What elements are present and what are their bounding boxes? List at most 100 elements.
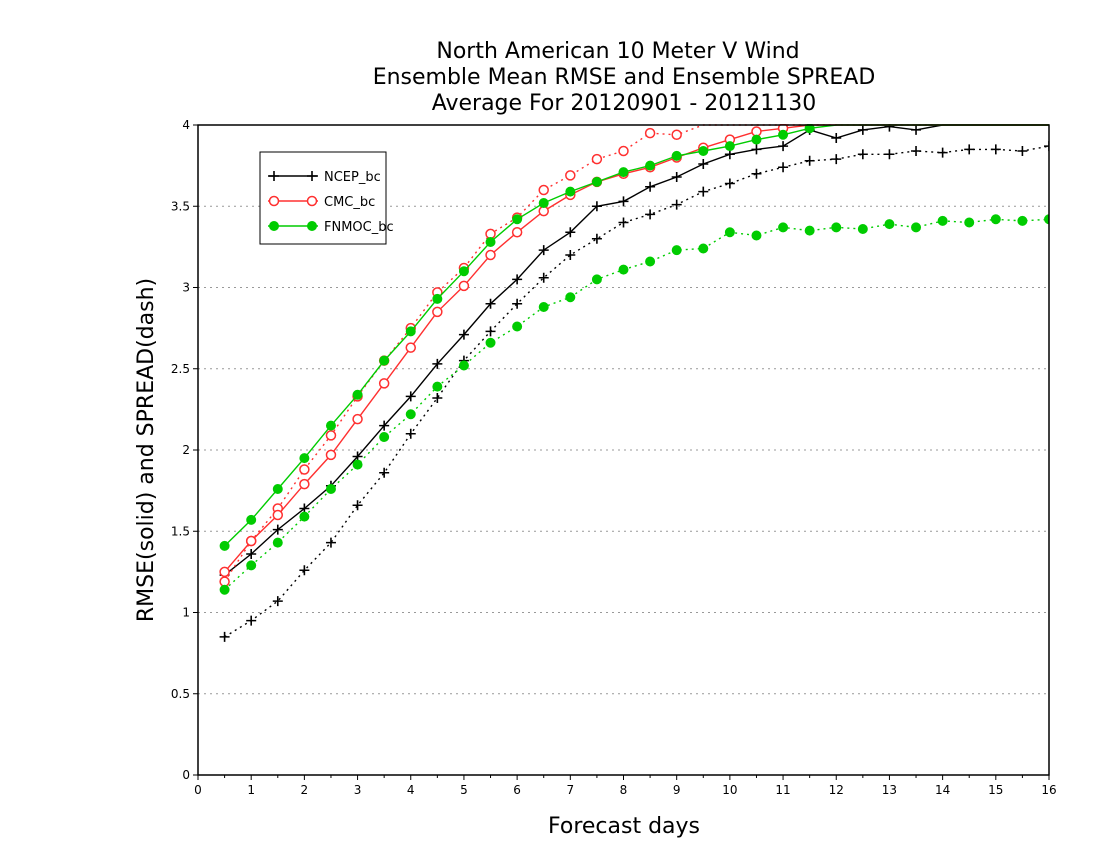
fnmoc-bc-spread-point [857, 224, 868, 234]
legend-marker-fnmoc-bc [269, 221, 279, 231]
ncep-bc-spread-point [325, 537, 336, 548]
ncep-bc-rmse-point [565, 227, 576, 238]
fnmoc-bc-spread-point [618, 264, 629, 275]
fnmoc-bc-spread-point [485, 337, 496, 348]
ncep-bc-rmse-point [485, 298, 496, 309]
fnmoc-bc-rmse-point [246, 514, 257, 525]
cmc-bc-rmse-point [325, 449, 337, 461]
ncep-bc-spread-point [724, 178, 735, 189]
fnmoc-bc-spread-point [219, 584, 230, 595]
legend-marker-cmc-bc [306, 195, 318, 207]
title-line-3: Average For 20120901 - 20121130 [432, 91, 817, 116]
fnmoc-bc-rmse-series [219, 124, 1049, 551]
ncep-bc-rmse-point [432, 358, 443, 369]
fnmoc-bc-rmse-point [618, 167, 629, 178]
cmc-bc-rmse-point [299, 478, 310, 490]
fnmoc-bc-rmse-point [751, 134, 762, 145]
fnmoc-bc-rmse-point [565, 186, 576, 197]
fnmoc-bc-spread-point [990, 214, 1001, 225]
legend-label-ncep-bc: NCEP_bc [324, 170, 381, 185]
fnmoc-bc-spread-point [1044, 214, 1049, 225]
fnmoc-bc-rmse-point [325, 420, 336, 431]
legend: NCEP_bc CMC_bc FNMOC_bc [259, 151, 394, 245]
x-axis: 0 1 2 3 4 5 6 7 8 9 10 11 12 13 14 15 16 [194, 775, 1057, 797]
cmc-bc-rmse-point [219, 566, 230, 578]
ncep-bc-spread-point [512, 298, 523, 309]
title-line-2: Ensemble Mean RMSE and Ensemble SPREAD [373, 65, 876, 90]
cmc-bc-rmse-point [432, 306, 443, 318]
fnmoc-bc-rmse-point [485, 237, 496, 247]
ncep-bc-rmse-point [272, 524, 283, 535]
ncep-bc-spread-point [671, 199, 682, 210]
fnmoc-bc-rmse-point [219, 540, 230, 551]
fnmoc-bc-rmse-point [804, 124, 815, 134]
y-axis-label: RMSE(solid) and SPREAD(dash) [134, 278, 159, 622]
cmc-bc-rmse-point [245, 535, 257, 547]
ncep-bc-spread-point [990, 144, 1001, 155]
fnmoc-bc-spread-point [591, 274, 602, 285]
legend-label-cmc-bc: CMC_bc [324, 195, 375, 210]
cmc-bc-rmse-point [378, 378, 390, 389]
x-tick-label: 4 [407, 783, 415, 797]
ncep-bc-spread-point [645, 209, 656, 220]
y-tick-label: 1.5 [171, 524, 190, 538]
fnmoc-bc-rmse-point [698, 146, 709, 156]
y-tick-label: 4 [182, 118, 190, 132]
fnmoc-bc-spread-point [325, 484, 336, 494]
plot-area [219, 124, 1049, 642]
ncep-bc-spread-point [591, 233, 602, 244]
x-tick-label: 6 [513, 783, 521, 797]
x-tick-label: 14 [935, 783, 950, 797]
x-tick-label: 2 [301, 783, 309, 797]
fnmoc-bc-spread-point [724, 227, 735, 238]
ncep-bc-rmse-point [618, 196, 629, 207]
fnmoc-bc-rmse-point [379, 355, 390, 366]
ncep-bc-spread-point [299, 565, 310, 576]
fnmoc-bc-spread-point [911, 222, 922, 233]
ncep-bc-rmse-point [246, 549, 257, 559]
ncep-bc-spread-point [778, 162, 789, 173]
y-axis: 0 0.5 1 1.5 2 2.5 3 3.5 4 [171, 118, 198, 782]
fnmoc-bc-spread-point [565, 292, 576, 303]
ncep-bc-rmse-point [857, 124, 868, 135]
legend-box [259, 151, 387, 245]
ncep-bc-spread-point [698, 186, 709, 197]
ncep-bc-rmse-point [831, 133, 842, 143]
fnmoc-bc-rmse-point [352, 389, 363, 400]
fnmoc-bc-spread-point [458, 360, 469, 371]
cmc-bc-spread-point [565, 170, 576, 181]
ncep-bc-spread-point [911, 146, 922, 156]
fnmoc-bc-spread-point [1017, 215, 1028, 226]
x-tick-label: 10 [722, 783, 737, 797]
x-tick-label: 0 [194, 783, 202, 797]
ncep-bc-spread-point [884, 149, 895, 160]
fnmoc-bc-rmse-point [671, 150, 682, 161]
cmc-bc-spread-point [591, 153, 603, 165]
cmc-bc-rmse-point [405, 342, 416, 353]
fnmoc-bc-spread-point [299, 511, 310, 522]
cmc-bc-rmse-point [458, 280, 470, 292]
x-tick-label: 8 [620, 783, 628, 797]
ncep-bc-rmse-point [458, 329, 469, 340]
ncep-bc-rmse-point [884, 124, 895, 132]
ncep-bc-spread-point [272, 596, 283, 607]
x-tick-label: 3 [354, 783, 362, 797]
ncep-bc-spread-point [1044, 141, 1049, 152]
fnmoc-bc-rmse-point [405, 326, 416, 337]
y-tick-label: 3.5 [171, 199, 190, 213]
fnmoc-bc-spread-point [538, 302, 549, 312]
fnmoc-bc-spread-point [272, 537, 283, 548]
fnmoc-bc-rmse-point [458, 266, 469, 277]
legend-marker-ncep-bc [269, 171, 279, 181]
chart-title: North American 10 Meter V Wind Ensemble … [373, 39, 876, 116]
ncep-bc-rmse-point [512, 274, 523, 285]
fnmoc-bc-spread-point [352, 459, 363, 470]
fnmoc-bc-spread-point [964, 217, 975, 228]
fnmoc-bc-rmse-point [724, 141, 735, 152]
cmc-bc-rmse-point [511, 227, 523, 238]
grid [198, 205, 1049, 695]
cmc-bc-spread-point [644, 127, 656, 139]
ncep-bc-rmse-point [911, 124, 922, 135]
ncep-bc-spread-point [538, 272, 549, 283]
